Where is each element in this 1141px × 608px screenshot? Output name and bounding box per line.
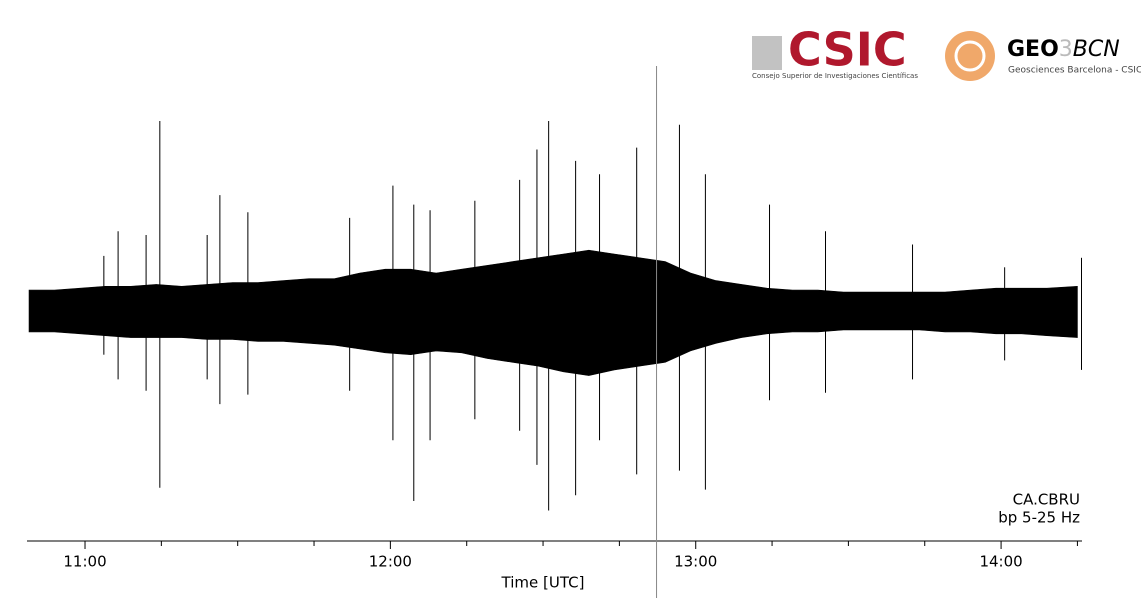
x-axis-title: Time [UTC]: [501, 574, 585, 592]
geo-wordmark: GEO3BCN: [1007, 37, 1120, 62]
bcn-part: BCN: [1073, 37, 1120, 62]
csic-name: Consejo Superior de Investigaciones Cien…: [752, 72, 918, 80]
geo-emblem: [945, 31, 995, 81]
x-tick-label: 12:00: [369, 553, 412, 571]
noise-band: [28, 249, 1078, 376]
geo-part: GEO: [1007, 37, 1059, 62]
x-tick-label: 13:00: [674, 553, 717, 571]
geo-name: Geosciences Barcelona - CSIC: [1008, 66, 1141, 76]
station-label: CA.CBRU: [1013, 491, 1080, 509]
x-tick-label: 11:00: [63, 553, 106, 571]
geo-emblem-ring: [954, 40, 986, 72]
csic-logo: CSIC Consejo Superior de Investigaciones…: [752, 23, 918, 80]
x-tick-label: 14:00: [979, 553, 1022, 571]
csic-emblem: [752, 36, 782, 70]
filter-label: bp 5-25 Hz: [998, 509, 1080, 527]
three-part: 3: [1059, 37, 1073, 62]
csic-wordmark: CSIC: [788, 23, 907, 77]
geo3bcn-logo: GEO3BCN Geosciences Barcelona - CSIC: [945, 31, 1141, 81]
